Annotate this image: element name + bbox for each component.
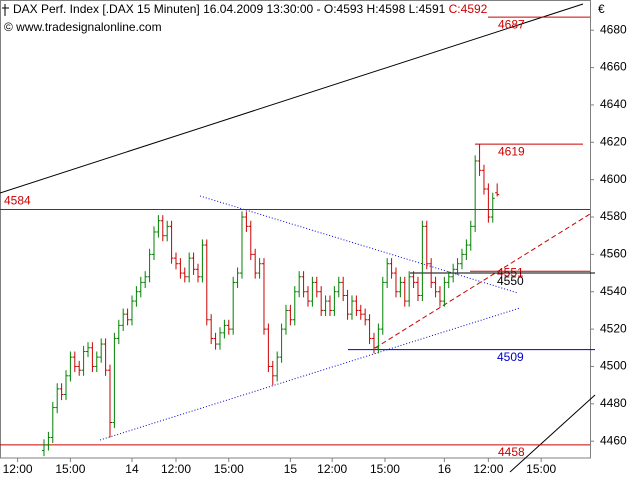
x-tick-label: 12:00 <box>317 462 347 476</box>
y-tick-label: 4500 <box>600 359 627 373</box>
level-label: 4584 <box>4 194 31 208</box>
chart-title: DAX Perf. Index [.DAX 15 Minuten] 16.04.… <box>13 2 488 16</box>
level-label: 4687 <box>498 17 525 31</box>
y-tick-label: 4660 <box>600 60 627 74</box>
y-tick-label: 4580 <box>600 209 627 223</box>
currency: € <box>598 2 605 16</box>
y-tick-label: 4460 <box>600 433 627 447</box>
level-label: 4551 <box>497 265 524 279</box>
title-text: DAX Perf. Index [.DAX 15 Minuten] 16.04.… <box>13 2 446 16</box>
y-tick-label: 4480 <box>600 396 627 410</box>
y-tick-label: 4600 <box>600 172 627 186</box>
level-label: 4619 <box>498 144 525 158</box>
y-tick-label: 4560 <box>600 247 627 261</box>
level-label: 4509 <box>497 350 524 364</box>
trend-line <box>0 3 584 194</box>
trend-line <box>509 394 596 473</box>
x-tick-label: 15:00 <box>55 462 85 476</box>
x-tick-label: 15:00 <box>214 462 244 476</box>
y-tick-label: 4520 <box>600 321 627 335</box>
y-tick-label: 4680 <box>600 22 627 36</box>
trend-line <box>99 307 521 441</box>
y-tick-label: 4620 <box>600 134 627 148</box>
x-tick-label: 12:00 <box>161 462 191 476</box>
level-label: 4458 <box>498 445 525 459</box>
icon <box>2 4 9 16</box>
x-tick-label: 12:00 <box>473 462 503 476</box>
level-label: 4550 <box>497 274 524 288</box>
plot-frame <box>0 0 591 459</box>
x-tick-label: 15:00 <box>370 462 400 476</box>
title-close: C:4592 <box>449 2 488 16</box>
x-tick-label: 14 <box>125 462 139 476</box>
y-tick-label: 4540 <box>600 284 627 298</box>
x-tick-label: 15 <box>284 462 298 476</box>
y-tick-label: 4640 <box>600 97 627 111</box>
x-tick-label: 16 <box>438 462 452 476</box>
trend-line <box>374 213 591 349</box>
x-tick-label: 12:00 <box>3 462 33 476</box>
copyright: © www.tradesignalonline.com <box>4 20 162 34</box>
x-tick-label: 15:00 <box>526 462 556 476</box>
